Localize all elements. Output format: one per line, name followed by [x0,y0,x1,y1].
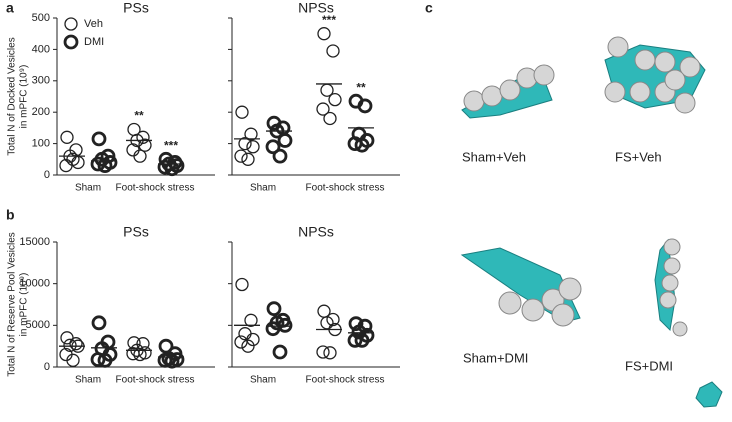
data-point [138,138,152,152]
data-point [277,133,293,148]
y-axis-label: Total N of Docked Vesicles [7,37,18,155]
data-point [272,344,288,360]
data-point [244,127,258,141]
image-label: FS+DMI [625,358,673,373]
data-point [316,102,330,116]
render-fs-dmi [654,238,688,337]
subplot-title: PSs [123,224,149,240]
y-tick-label: 300 [32,75,50,87]
y-tick-label: 200 [32,106,50,118]
significance: *** [164,138,178,152]
data-point [244,313,258,327]
data-point [164,353,180,369]
data-point [66,152,80,166]
data-point [69,337,83,351]
data-point [323,346,337,360]
x-tick-label: Foot-shock stress [116,183,195,194]
panel-label: a [6,0,14,16]
panel-label: c [425,0,433,16]
subplot-title: PSs [123,0,149,16]
x-tick-label: Sham [250,183,276,194]
y-axis-label: in mPFC (10⁹) [19,65,30,129]
x-tick-label: Sham [250,375,276,386]
data-point [323,111,337,126]
data-point [235,277,249,292]
data-point [348,316,364,332]
data-point [90,352,106,367]
data-point [316,345,330,359]
image-label: Sham+DMI [463,350,528,365]
data-point [235,105,249,119]
panel-label: b [6,207,15,223]
x-tick-label: Sham [75,183,101,194]
y-tick-label: 10000 [19,278,50,290]
data-point [157,352,173,368]
y-axis-label: Total N of Reserve Pool Vesicles [7,232,18,377]
data-point [234,335,248,349]
data-point [91,315,107,331]
data-point [326,44,340,58]
significance: ** [356,80,366,94]
data-point [97,158,113,173]
data-point [354,137,370,153]
data-point [133,347,147,362]
legend-marker [63,34,79,50]
data-point [317,27,331,41]
y-tick-label: 15000 [19,236,50,248]
data-point [127,336,141,350]
significance: *** [322,13,336,27]
data-point [97,352,113,368]
render-sham-veh [461,64,555,119]
data-point [60,331,74,345]
data-point [157,159,173,175]
subplot-title: NPSs [298,224,334,240]
legend-label: DMI [84,36,104,48]
y-axis-label: in mPFC (10⁹) [19,273,30,337]
data-point [60,130,74,144]
y-tick-label: 5000 [26,319,50,331]
data-point [63,338,77,352]
legend-marker [64,17,78,31]
data-point [320,316,334,330]
data-point [164,161,180,177]
y-tick-label: 100 [32,138,50,150]
data-point [234,149,248,163]
image-label: Sham+Veh [462,149,526,164]
subplot-title: NPSs [298,0,334,16]
data-point [241,339,255,353]
data-point [133,149,147,163]
y-tick-label: 400 [32,43,50,55]
x-tick-label: Foot-shock stress [306,183,385,194]
data-point [357,98,373,114]
data-point [347,332,363,348]
data-point [126,347,140,361]
data-point [66,353,80,367]
data-point [90,156,106,172]
data-point [266,301,282,317]
data-point [238,136,252,151]
y-tick-label: 500 [32,12,50,24]
x-tick-label: Sham [75,375,101,386]
data-point [265,321,281,337]
data-point [354,332,370,348]
y-tick-label: 0 [44,361,50,373]
legend-label: Veh [84,18,103,30]
render-fs-veh [604,36,706,114]
x-tick-label: Foot-shock stress [116,375,195,386]
significance: ** [134,109,144,123]
data-point [246,140,260,154]
data-point [265,139,281,155]
data-point [347,136,363,152]
data-point [272,148,288,164]
data-point [241,152,255,166]
data-point [91,131,107,147]
image-label: FS+Veh [615,149,662,164]
render-sham-dmi [460,247,582,327]
data-point [328,92,342,107]
scale-cube [695,381,723,408]
x-tick-label: Foot-shock stress [306,375,385,386]
y-tick-label: 0 [44,169,50,181]
